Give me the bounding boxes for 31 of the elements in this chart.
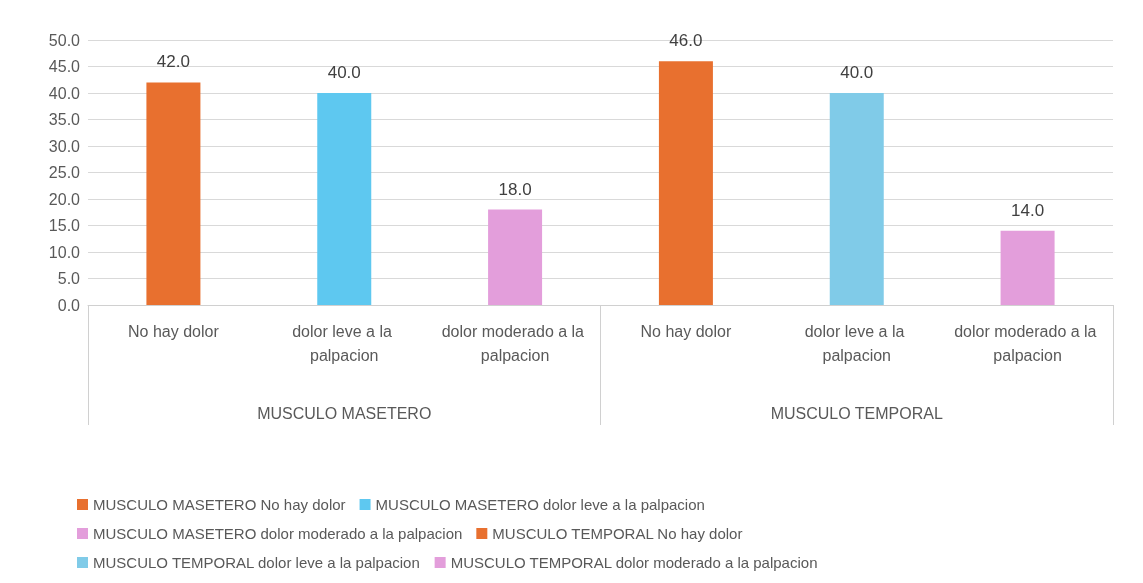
data-label: 42.0 — [156, 52, 190, 72]
y-tick-label: 0.0 — [57, 296, 81, 314]
x-tick-label: dolor moderado a la palpacion — [954, 322, 1101, 364]
data-label: 40.0 — [840, 63, 874, 82]
y-tick-label: 50.0 — [48, 31, 81, 49]
y-tick-label: 35.0 — [48, 111, 81, 128]
legend-label: MUSCULO MASETERO dolor leve a la palpacion — [375, 496, 705, 513]
legend-label: MUSCULO TEMPORAL No hay dolor — [492, 525, 743, 542]
y-tick-label: 15.0 — [48, 217, 81, 234]
x-tick-label: No hay dolor — [640, 322, 732, 340]
y-tick-label: 40.0 — [48, 84, 81, 102]
legend-label: MUSCULO TEMPORAL dolor leve a la palpacion — [93, 554, 420, 571]
data-label: 18.0 — [498, 179, 532, 199]
legend-label: MUSCULO MASETERO dolor moderado a la palpacion — [93, 525, 463, 542]
legend-label: MUSCULO TEMPORAL dolor moderado a la palpacion — [450, 554, 818, 571]
y-tick-label: 25.0 — [48, 164, 81, 181]
text: MUSCULO MASETERO — [257, 404, 432, 422]
x-tick-label: dolor moderado a la palpacion — [441, 322, 589, 364]
y-tick-label: 10.0 — [48, 243, 81, 261]
x-tick-label: No hay dolor — [128, 322, 220, 340]
y-tick-label: 20.0 — [48, 190, 81, 208]
data-label: 14.0 — [1011, 200, 1045, 220]
y-tick-label: 30.0 — [48, 137, 81, 155]
x-tick-label: dolor leve a la palpacion — [292, 322, 397, 364]
y-tick-label: 5.0 — [57, 270, 81, 287]
y-tick-label: 45.0 — [48, 58, 81, 75]
x-tick-label: dolor leve a la palpacion — [804, 322, 909, 364]
legend-label: MUSCULO MASETERO No hay dolor — [93, 496, 346, 513]
data-label: 46.0 — [669, 31, 703, 51]
data-label: 40.0 — [327, 63, 361, 82]
text: MUSCULO TEMPORAL — [770, 404, 943, 422]
